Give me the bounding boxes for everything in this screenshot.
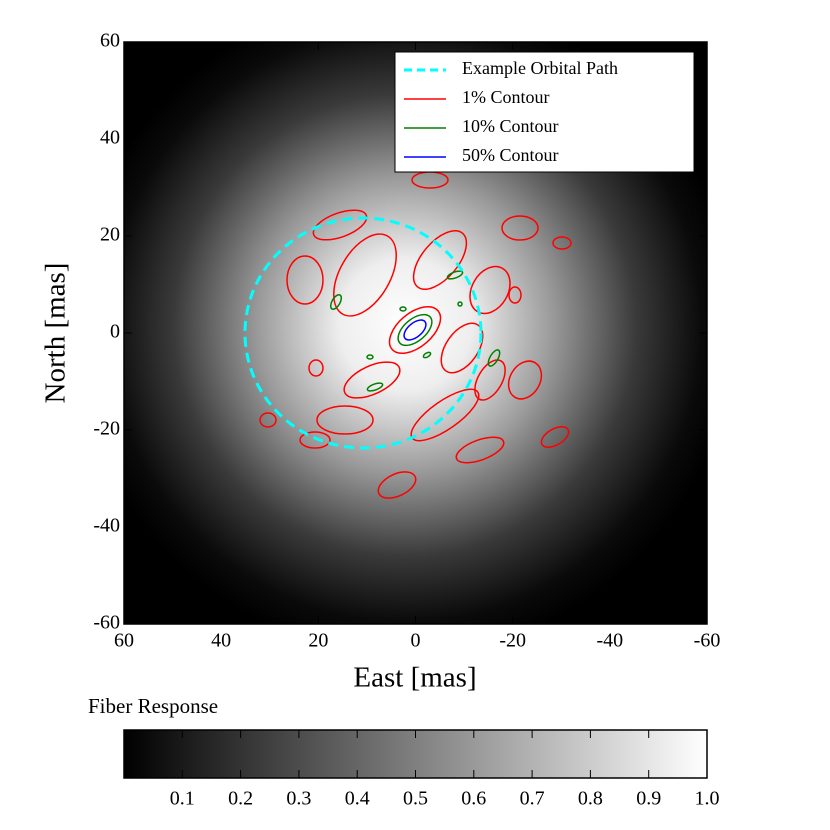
colorbar-tick-label: 0.1 [170, 788, 195, 810]
x-tick-label: -40 [596, 630, 623, 652]
y-axis-label: North [mas] [40, 263, 72, 404]
x-axis-label: East [mas] [353, 662, 476, 694]
x-tick-label: 0 [411, 630, 421, 652]
orbital-path [243, 216, 483, 450]
colorbar-label: Fiber Response [88, 694, 218, 718]
legend-label: 50% Contour [462, 145, 559, 165]
x-tick-label: -60 [694, 630, 721, 652]
legend-label: 1% Contour [462, 87, 550, 107]
y-tick-label: -20 [93, 418, 120, 440]
x-tick-label: 20 [308, 630, 328, 652]
colorbar-tick-label: 0.2 [228, 788, 253, 810]
colorbar-tick-label: 0.3 [286, 788, 311, 810]
contours [243, 171, 572, 499]
y-tick-label: 60 [100, 30, 120, 52]
colorbar-tick-label: 0.7 [520, 788, 545, 810]
colorbar-tick-label: 0.6 [461, 788, 486, 810]
x-tick-label: 40 [211, 630, 231, 652]
contour-50pct [403, 319, 427, 341]
colorbar-tick-label: 1.0 [695, 788, 720, 810]
x-tick-label: 60 [114, 630, 134, 652]
y-tick-label: 0 [110, 321, 120, 343]
colorbar-tick-label: 0.4 [345, 788, 370, 810]
y-tick-label: -60 [93, 612, 120, 634]
legend-label: Example Orbital Path [462, 58, 618, 78]
colorbar-tick-label: 0.5 [403, 788, 428, 810]
legend-label: 10% Contour [462, 116, 559, 136]
y-tick-label: 40 [100, 127, 120, 149]
y-tick-label: 20 [100, 224, 120, 246]
y-tick-label: -40 [93, 515, 120, 537]
x-tick-label: -20 [499, 630, 526, 652]
contour-1pct [259, 171, 572, 499]
colorbar-tick-label: 0.9 [636, 788, 661, 810]
contour-10pct [329, 270, 501, 392]
legend [394, 51, 695, 173]
colorbar-tick-label: 0.8 [578, 788, 603, 810]
